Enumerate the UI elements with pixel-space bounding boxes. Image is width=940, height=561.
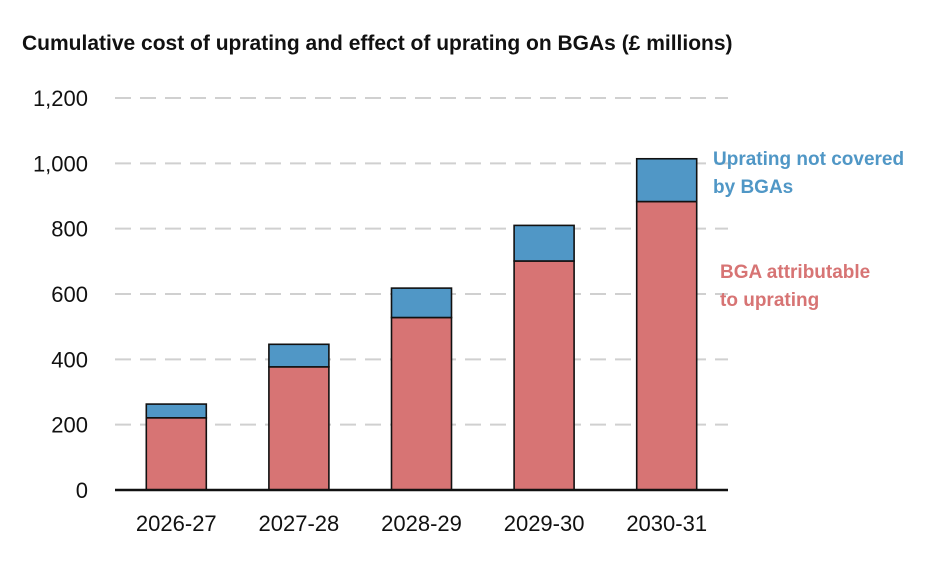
x-tick-label: 2028-29 [381,511,462,536]
y-tick-label: 800 [51,217,88,242]
bar-segment-not-covered [390,287,453,319]
x-tick-label: 2029-30 [504,511,585,536]
bar-segment-not-covered [268,343,330,368]
legend-label: to uprating [720,290,819,311]
bar-segment-bga [635,200,698,491]
x-tick-label: 2030-31 [626,511,707,536]
chart-title: Cumulative cost of uprating and effect o… [22,32,733,55]
bar-segment-bga [513,260,575,491]
bar-segment-bga [390,316,453,491]
bar-segment-bga [268,366,330,491]
bar-segment-bga [145,417,208,491]
y-tick-label: 200 [51,413,88,438]
y-tick-label: 600 [51,282,88,307]
legend-label: BGA attributable [720,262,870,283]
bar-segment-not-covered [145,403,208,419]
bar-segment-not-covered [513,224,575,262]
bar-segment-not-covered [635,157,698,203]
x-tick-label: 2026-27 [136,511,217,536]
y-tick-label: 1,000 [33,151,88,176]
y-tick-label: 0 [76,478,88,503]
legend-label: by BGAs [713,177,793,198]
y-tick-label: 1,200 [33,86,88,111]
y-tick-label: 400 [51,347,88,372]
x-tick-label: 2027-28 [259,511,340,536]
legend-label: Uprating not covered [713,149,904,170]
